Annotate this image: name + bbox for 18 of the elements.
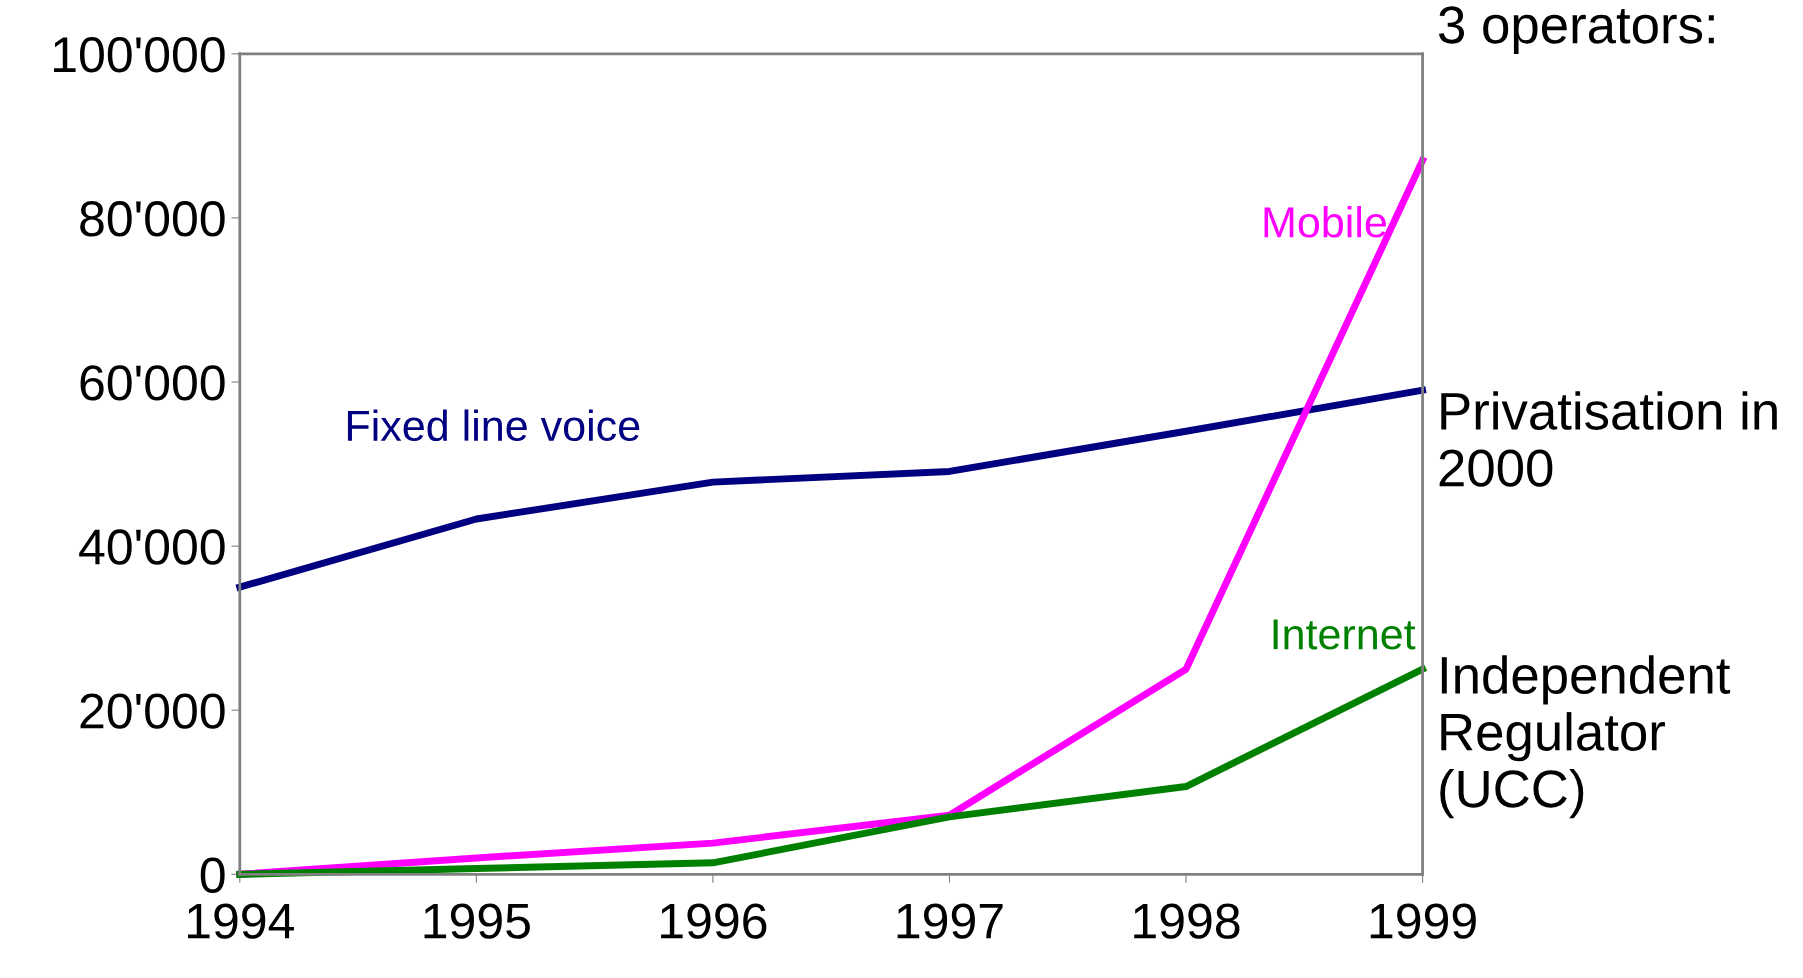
y-tick-label: 40'000 (79, 529, 225, 565)
y-tick-label: 80'000 (80, 201, 225, 237)
x-tick-label: 1998 (1134, 903, 1240, 939)
y-tick-label: 20'000 (80, 693, 225, 729)
x-tick-label: 1999 (1370, 903, 1476, 939)
series-label: Fixed line voice (347, 409, 640, 442)
x-tick-label: 1997 (897, 903, 1003, 939)
y-tick-label: 100'000 (54, 36, 225, 73)
y-tick-label: 0 (200, 857, 225, 893)
x-tick-label: 1995 (424, 903, 530, 939)
x-tick-label: 1996 (661, 903, 767, 939)
x-tick-label: 1994 (188, 903, 294, 939)
y-tick-label: 60'000 (80, 365, 225, 401)
text: Privatisation in 2000 (1439, 391, 1777, 487)
text: Independent Regulator (UCC) (1440, 655, 1731, 819)
series-label: Internet (1273, 619, 1416, 650)
series-label: Mobile (1264, 205, 1386, 238)
text: 3 operators: (1439, 6, 1714, 55)
